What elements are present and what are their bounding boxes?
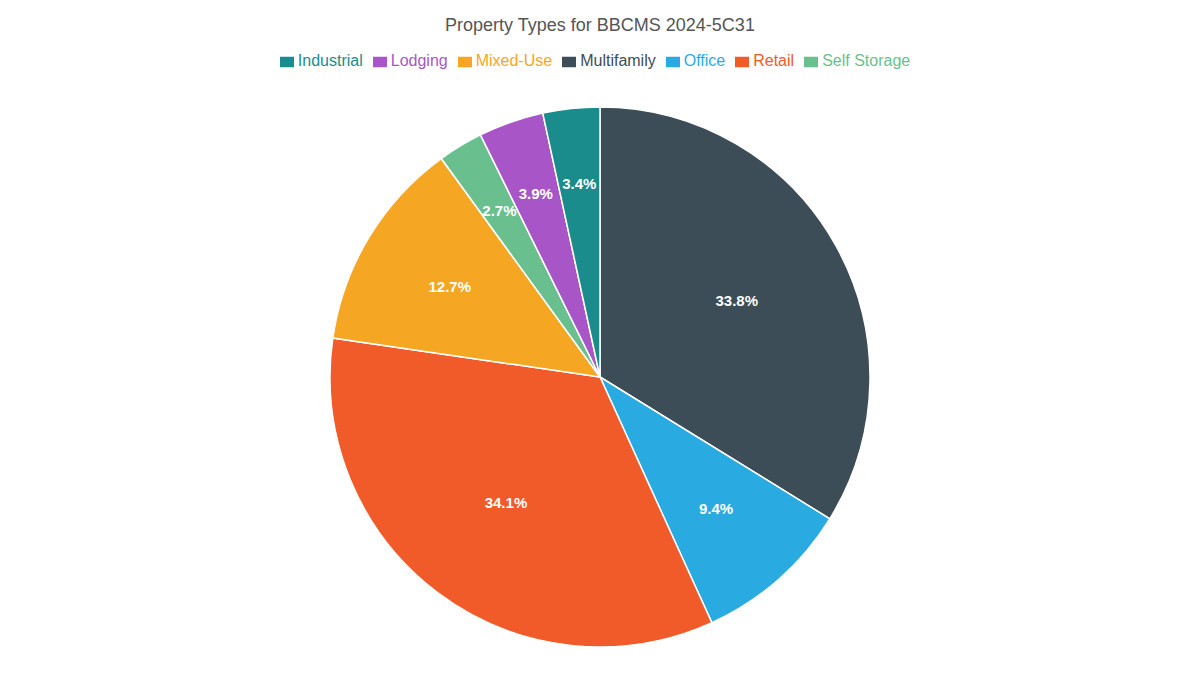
svg-text:12.7%: 12.7% [429,278,472,295]
html-text:Office: Office [683,52,726,69]
svg-text:34.1%: 34.1% [485,494,528,511]
svg-text:9.4%: 9.4% [699,500,733,517]
html-text:Industrial: Industrial [297,52,363,69]
html-text:Self Storage: Self Storage [822,52,911,69]
svg-text:3.4%: 3.4% [562,175,596,192]
html-text:Multifamily: Multifamily [580,52,656,69]
svg-text:33.8%: 33.8% [715,292,758,309]
html-text:Mixed-Use: Mixed-Use [475,52,553,69]
svg-text:3.9%: 3.9% [519,185,553,202]
svg-text:2.7%: 2.7% [482,202,516,219]
html-text:Lodging: Lodging [390,52,448,69]
html-text:Property Types for BBCMS 2024-: Property Types for BBCMS 2024-5C31 [445,15,755,35]
html-text:Retail: Retail [753,52,795,69]
